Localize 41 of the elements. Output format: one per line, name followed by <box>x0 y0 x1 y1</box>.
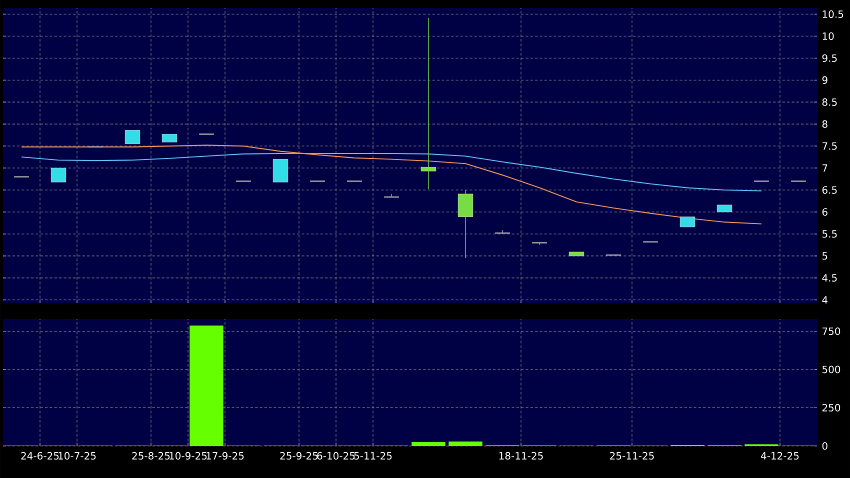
y-tick-label: 8.5 <box>822 98 837 106</box>
y-tick-label: 750 <box>822 327 840 336</box>
candlestick <box>531 242 548 246</box>
x-tick-label: 5-11-25 <box>354 452 392 460</box>
y-tick-label: 500 <box>822 366 840 374</box>
bar <box>412 442 446 446</box>
y-tick-label: 10 <box>822 32 834 40</box>
y-tick-label: 8 <box>822 120 828 128</box>
y-tick-label: 250 <box>822 404 840 412</box>
candlestick <box>680 216 696 228</box>
y-tick-label: 5.5 <box>822 230 837 238</box>
candlestick <box>458 190 474 258</box>
x-tick-label: 17-9-25 <box>206 452 244 460</box>
candlestick <box>272 158 288 182</box>
candlestick <box>494 230 511 234</box>
x-tick-label: 25-9-25 <box>280 452 318 460</box>
x-tick-label: 24-6-25 <box>21 452 59 460</box>
x-tick-label: 10-7-25 <box>58 452 96 460</box>
y-tick-label: 4 <box>822 296 828 304</box>
x-tick-label: 10-9-25 <box>170 452 207 460</box>
y-tick-label: 6 <box>822 208 828 216</box>
x-tick-label: 18-11-25 <box>499 452 543 460</box>
x-tick-label: 6-10-25 <box>317 452 355 460</box>
candlestick <box>420 18 436 190</box>
bar <box>448 442 482 446</box>
y-tick-label: 9 <box>822 76 828 84</box>
candlestick <box>124 130 140 144</box>
y-tick-label: 0 <box>822 442 828 450</box>
y-tick-label: 10.5 <box>822 10 844 18</box>
x-tick-label: 25-11-25 <box>610 452 654 460</box>
y-tick-label: 9.5 <box>822 54 837 62</box>
y-tick-label: 5 <box>822 252 828 260</box>
y-tick-label: 7.5 <box>822 142 837 150</box>
bar <box>190 326 224 446</box>
y-tick-label: 7 <box>822 164 828 172</box>
y-tick-label: 6.5 <box>822 186 837 194</box>
x-tick-label: 25-8-25 <box>132 452 170 460</box>
candlestick <box>383 194 400 198</box>
y-tick-label: 4.5 <box>822 274 837 282</box>
x-tick-label: 4-12-25 <box>760 452 799 460</box>
candlestick <box>50 168 66 182</box>
